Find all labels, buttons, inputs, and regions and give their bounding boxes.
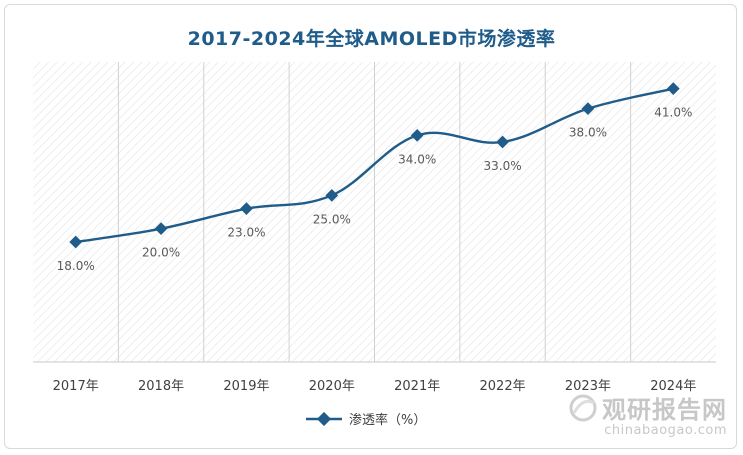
data-point-marker (496, 135, 509, 149)
legend: 渗透率（%） (305, 409, 426, 428)
chart-title: 2017-2024年全球AMOLED市场渗透率 (187, 28, 556, 50)
series-markers (69, 82, 680, 249)
data-point-marker (325, 188, 339, 202)
data-point-marker (69, 235, 83, 249)
x-tick-label: 2020年 (309, 379, 355, 394)
legend-swatch (306, 411, 342, 426)
series-line (75, 87, 674, 244)
x-tick-label: 2019年 (223, 379, 269, 394)
data-label: 41.0% (654, 106, 692, 120)
x-tick-label: 2022年 (480, 379, 526, 394)
data-label: 33.0% (484, 159, 522, 173)
data-point-marker (410, 128, 424, 142)
data-label: 20.0% (142, 246, 180, 260)
legend-label: 渗透率（%） (349, 413, 427, 428)
x-tick-label: 2017年 (53, 379, 99, 394)
x-axis-tick-labels: 2017年 2018年 2019年 2020年 2021年 2022年 2023年 2024年 (53, 379, 697, 394)
data-label: 38.0% (569, 126, 607, 140)
data-point-marker (240, 202, 253, 216)
watermark: 观研报告网 chinabaogao.com (568, 390, 727, 438)
x-tick-label: 2024年 (650, 379, 696, 394)
x-tick-label: 2023年 (565, 379, 611, 394)
data-label: 18.0% (57, 259, 95, 273)
data-label: 23.0% (227, 226, 265, 240)
data-point-marker (154, 222, 168, 236)
watermark-url: chinabaogao.com (604, 423, 727, 438)
data-label: 34.0% (398, 152, 436, 166)
x-tick-label: 2018年 (138, 379, 184, 394)
x-tick-label: 2021年 (394, 379, 440, 394)
data-labels: 18.0% 20.0% 23.0% 25.0% 34.0% 33.0% 38.0% 41.0% (57, 106, 693, 273)
data-label: 25.0% (313, 212, 351, 226)
watermark-logo-icon (569, 394, 597, 421)
watermark-name: 观研报告网 (602, 396, 727, 424)
grid-lines (33, 62, 716, 363)
